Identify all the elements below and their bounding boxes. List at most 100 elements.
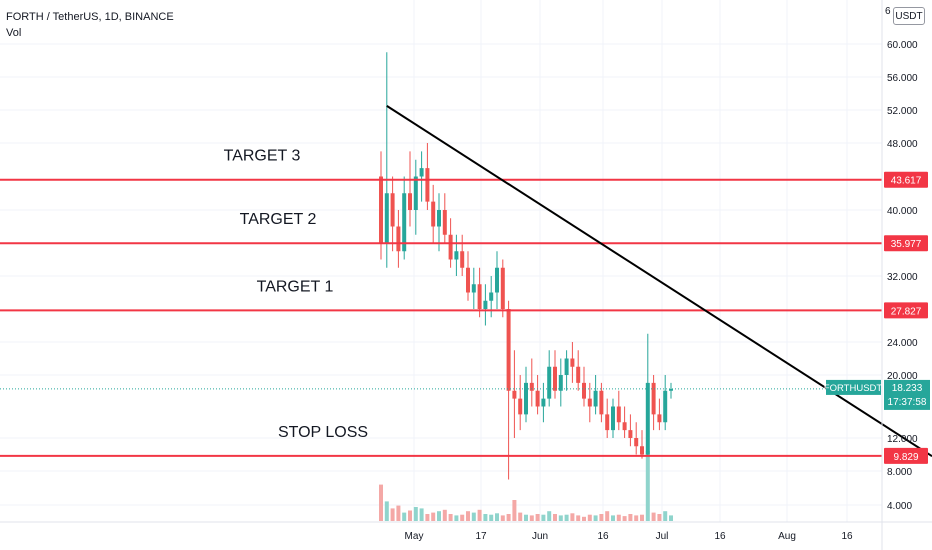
candle-body[interactable]	[402, 193, 407, 252]
candle-body[interactable]	[657, 414, 662, 423]
volume-bar	[500, 515, 505, 521]
candle-body[interactable]	[582, 382, 586, 399]
candle-body[interactable]	[437, 210, 441, 227]
candle-body[interactable]	[500, 267, 505, 309]
candle-body[interactable]	[634, 438, 639, 447]
candle-body[interactable]	[651, 382, 656, 415]
y-tick-label: 48.000	[887, 139, 918, 150]
candle-body[interactable]	[518, 398, 523, 415]
candle-body[interactable]	[558, 375, 563, 391]
volume-bar	[663, 511, 668, 521]
candle-body[interactable]	[506, 309, 511, 391]
volume-bar	[616, 514, 621, 521]
candle-body[interactable]	[616, 406, 621, 423]
candle-body[interactable]	[379, 176, 383, 244]
candle-body[interactable]	[390, 193, 395, 227]
y-tick-label: 8.000	[887, 467, 912, 478]
candle-body[interactable]	[431, 201, 436, 227]
y-tick-label: 40.000	[887, 206, 918, 217]
volume-bar	[605, 511, 610, 521]
volume-bar	[425, 514, 430, 521]
candle-body[interactable]	[466, 267, 470, 293]
volume-bar	[512, 500, 517, 521]
candle-body[interactable]	[413, 176, 418, 211]
volume-bar	[477, 509, 482, 521]
candle-body[interactable]	[587, 398, 592, 407]
volume-bar	[529, 515, 534, 521]
candle-body[interactable]	[396, 226, 401, 252]
volume-histogram	[379, 451, 673, 521]
candle-body[interactable]	[593, 390, 598, 407]
candle-body[interactable]	[419, 168, 424, 177]
candle-body[interactable]	[564, 358, 569, 376]
candle-body[interactable]	[512, 390, 517, 399]
volume-bar	[489, 514, 494, 521]
candle-body[interactable]	[483, 300, 488, 309]
candle-body[interactable]	[477, 284, 482, 309]
volume-bar	[622, 516, 627, 521]
candle-body[interactable]	[489, 292, 494, 301]
candle-body[interactable]	[622, 422, 627, 431]
candle-body[interactable]	[663, 390, 668, 423]
level-lines[interactable]: TARGET 3 TARGET 2 TARGET 1 STOP LOSS	[0, 148, 882, 457]
volume-bar	[628, 514, 633, 521]
candle-body[interactable]	[599, 390, 604, 415]
volume-bar	[419, 508, 424, 521]
candle-body[interactable]	[576, 366, 581, 383]
y-tick-label: 56.000	[887, 73, 918, 84]
candle-body[interactable]	[669, 388, 673, 391]
y-tick-label: 12.000	[887, 434, 918, 445]
candle-body[interactable]	[460, 251, 465, 268]
drawings[interactable]	[386, 105, 932, 457]
candle-body[interactable]	[605, 414, 610, 431]
y-tick-label: 24.000	[887, 338, 918, 349]
candle-body[interactable]	[454, 251, 459, 260]
scale-top-label: 6	[885, 6, 891, 17]
candle-body[interactable]	[640, 446, 644, 455]
volume-bar	[669, 515, 673, 521]
volume-bar	[448, 514, 453, 521]
y-tick-label: 52.000	[887, 106, 918, 117]
candle-body[interactable]	[448, 234, 453, 260]
y-tick-label: 4.000	[887, 501, 912, 512]
volume-indicator-label[interactable]: Vol	[6, 27, 22, 39]
candle-body[interactable]	[645, 382, 650, 455]
price-marker-value: 27.827	[891, 306, 922, 317]
volume-bar	[593, 515, 598, 521]
currency-selector[interactable]: USDT	[893, 7, 925, 25]
candlestick-series[interactable]	[379, 52, 673, 480]
candle-body[interactable]	[628, 430, 633, 438]
candle-body[interactable]	[541, 398, 546, 407]
candle-body[interactable]	[384, 193, 389, 243]
symbol-title[interactable]: FORTH / TetherUS, 1D, BINANCE	[6, 11, 174, 23]
candle-body[interactable]	[547, 366, 552, 399]
volume-bar	[379, 484, 383, 521]
candle-body[interactable]	[529, 382, 534, 391]
candle-body[interactable]	[524, 382, 528, 415]
volume-bar	[396, 505, 401, 521]
volume-bar	[460, 514, 465, 521]
candle-body[interactable]	[495, 267, 499, 293]
candle-body[interactable]	[535, 390, 540, 407]
y-tick-label: 20.000	[887, 371, 918, 382]
volume-bar	[495, 513, 499, 521]
volume-bar	[466, 511, 470, 521]
trendline[interactable]	[386, 105, 932, 457]
level-label: TARGET 2	[240, 211, 317, 228]
candle-body[interactable]	[442, 210, 447, 235]
volume-bar	[442, 509, 447, 521]
candle-body[interactable]	[611, 406, 615, 431]
candle-body[interactable]	[408, 193, 412, 210]
x-tick-label: 16	[714, 531, 726, 542]
price-marker-bg	[884, 447, 928, 464]
x-tick-label: Jul	[656, 531, 669, 542]
symbol-marker-label[interactable]: FORTHUSDT	[824, 383, 883, 394]
volume-bar	[483, 514, 488, 521]
candle-body[interactable]	[553, 366, 557, 391]
candle-body[interactable]	[471, 284, 476, 293]
volume-bar	[384, 501, 389, 521]
volume-bar	[454, 515, 459, 521]
candle-body[interactable]	[425, 168, 430, 202]
candle-body[interactable]	[570, 358, 575, 367]
